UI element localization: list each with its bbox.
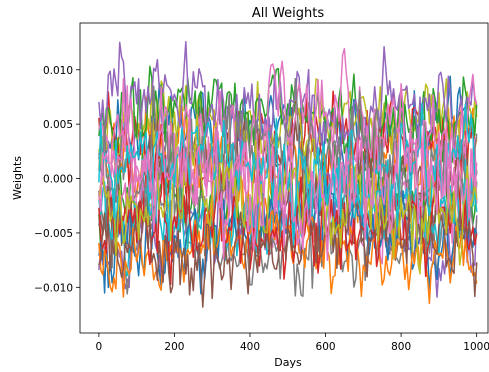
y-tick-label: −0.005	[34, 228, 73, 240]
x-tick-label: 800	[391, 341, 411, 353]
chart-title: All Weights	[252, 6, 325, 21]
x-axis-label: Days	[274, 356, 302, 369]
x-tick-label: 1000	[463, 341, 489, 353]
y-tick-label: 0.005	[43, 119, 73, 131]
x-axis: 0 200 400 600 800 1000	[96, 333, 489, 353]
y-axis-label: Weights	[11, 156, 24, 200]
x-tick-label: 200	[164, 341, 184, 353]
y-tick-label: −0.010	[34, 282, 73, 294]
x-tick-label: 400	[240, 341, 260, 353]
series-line	[98, 161, 478, 286]
y-tick-label: 0.000	[43, 174, 73, 186]
x-tick-label: 600	[316, 341, 336, 353]
y-axis: −0.010 −0.005 0.000 0.005 0.010	[34, 65, 80, 294]
series-line	[98, 83, 478, 261]
series-line	[98, 102, 478, 246]
plot-area-frame	[79, 22, 489, 334]
x-tick-label: 0	[96, 341, 103, 353]
series-layer	[98, 40, 478, 308]
y-tick-label: 0.010	[43, 65, 73, 77]
